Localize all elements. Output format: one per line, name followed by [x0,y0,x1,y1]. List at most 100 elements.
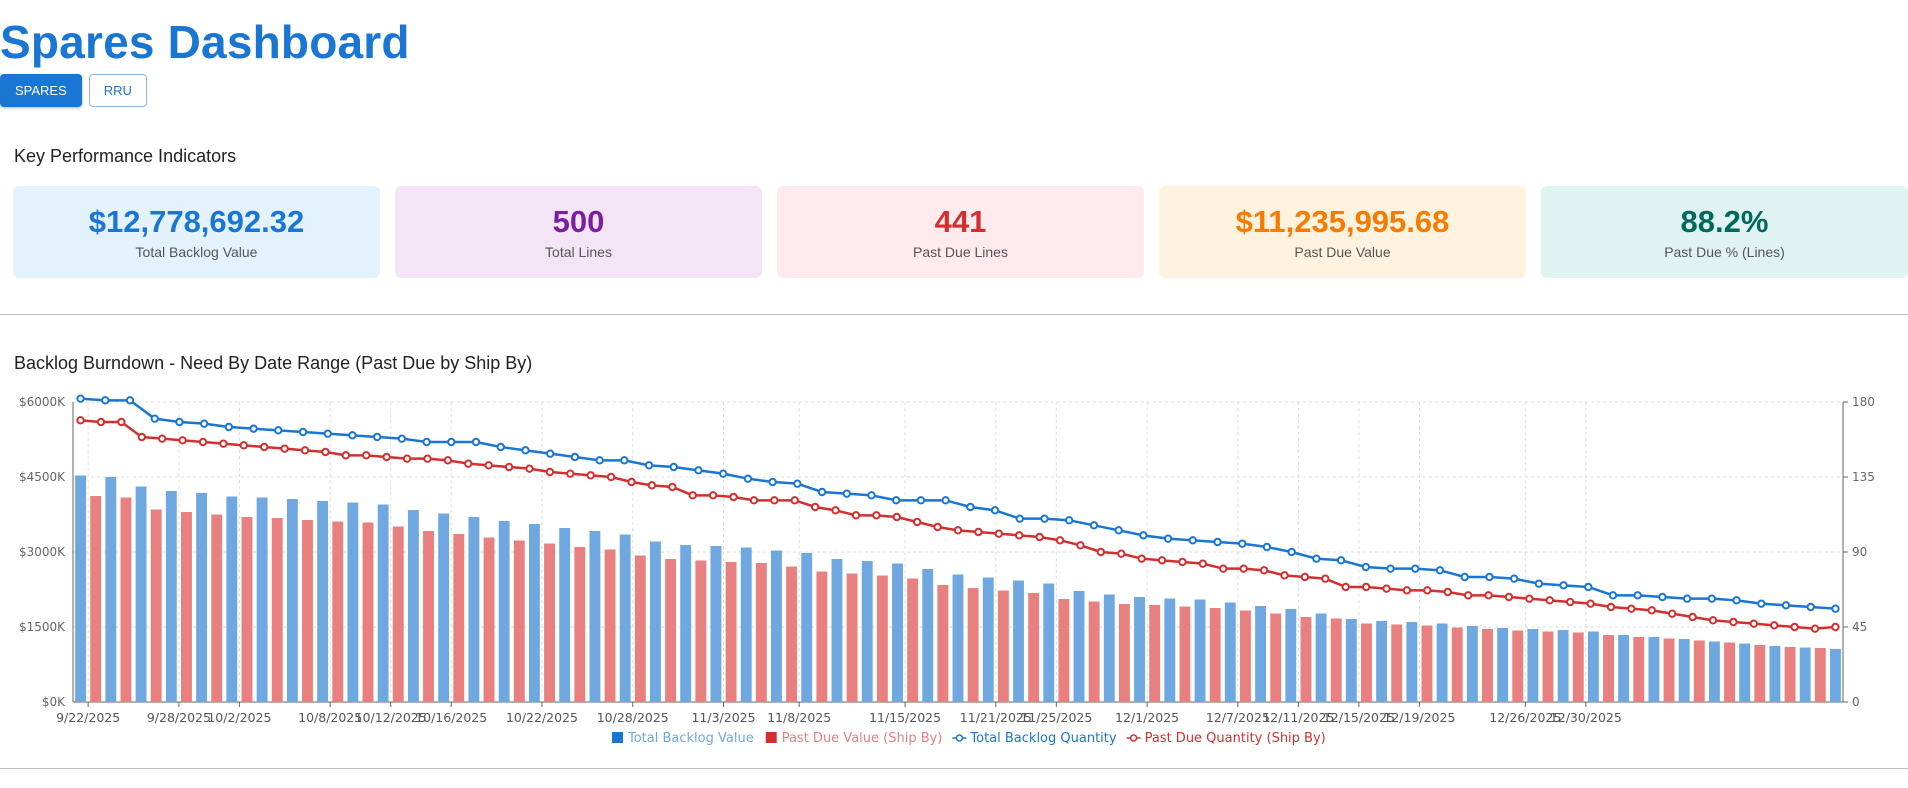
bar-total-backlog-value [1134,597,1145,702]
line-point [708,491,718,500]
bar-past-due-value [967,588,979,702]
bar-total-backlog-value [1103,594,1115,702]
x-tick-label: 10/8/2025 [298,710,362,725]
bar-past-due-value [1270,613,1282,702]
line-point [994,529,1004,538]
legend-swatch [612,732,623,743]
kpi-label: Past Due Lines [913,244,1008,260]
line-point [423,454,432,463]
dashboard-tabs: SPARES RRU [0,74,147,107]
bar-past-due-value [90,496,102,702]
line-point [1198,559,1208,568]
line-point [198,437,208,447]
section-divider-bottom [0,768,1908,769]
bar-total-backlog-value [1829,649,1841,702]
kpi-card-past-due-percent: 88.2% Past Due % (Lines) [1541,186,1908,278]
bar-total-backlog-value [861,561,873,702]
line-point [1707,594,1717,603]
line-point [76,416,85,425]
kpi-value: 500 [552,204,605,239]
x-tick-label: 10/12/2025 [355,710,427,725]
line-point [668,482,677,492]
x-tick-label: 11/15/2025 [869,710,941,725]
bar-total-backlog-value [1587,631,1599,702]
line-point [1287,547,1296,557]
line-point [688,491,697,500]
line-point [447,437,456,447]
page-title: Spares Dashboard [0,16,410,68]
bar-past-due-value [907,578,919,702]
bar-total-backlog-value [1436,623,1448,702]
section-divider [0,314,1908,315]
bar-total-backlog-value [196,493,208,702]
line-point [892,512,901,522]
line-point [1040,514,1049,523]
bar-total-backlog-value [1678,639,1690,702]
line-point [1688,612,1697,622]
bar-total-backlog-value [1194,599,1206,702]
line-point [647,481,657,490]
bar-past-due-value [755,563,767,702]
bar-past-due-value [150,509,162,702]
line-point [422,437,431,447]
line-point [1259,566,1269,575]
line-point [199,419,209,428]
bar-total-backlog-value [1557,630,1569,702]
bar-total-backlog-value [317,501,329,702]
line-point [1606,602,1616,612]
line-point [644,461,654,470]
bar-total-backlog-value [1345,619,1357,702]
bar-total-backlog-value [377,504,389,702]
line-point [280,444,289,453]
line-point [1831,622,1840,632]
line-point [1584,582,1593,592]
line-point [729,492,738,502]
kpi-value: 88.2% [1680,204,1769,239]
y-left-tick-label: $0K [42,695,66,709]
line-point [1810,624,1820,633]
bar-past-due-value [816,571,828,702]
line-point [382,452,391,462]
line-point [1341,582,1350,592]
bar-past-due-value [604,549,616,702]
line-point [341,451,351,460]
line-point [1509,574,1519,583]
legend-swatch [955,734,964,742]
line-point [595,456,604,465]
bar-past-due-value [181,512,192,702]
legend-swatch [1129,734,1138,742]
tab-spares[interactable]: SPARES [0,74,82,107]
bar-total-backlog-value [589,531,601,702]
bar-past-due-value [937,585,949,702]
line-point [1262,542,1272,552]
kpi-value: 441 [934,204,987,239]
bar-past-due-value [786,566,798,702]
bar-total-backlog-value [1164,598,1176,702]
line-point [586,471,595,480]
line-point [810,502,820,512]
tab-rru[interactable]: RRU [88,74,147,107]
line-point [471,437,481,447]
bar-past-due-value [1330,618,1342,702]
line-point [990,506,1000,515]
line-point [1219,564,1228,573]
x-tick-label: 10/16/2025 [415,710,487,725]
line-point [770,496,779,505]
bar-past-due-value [1149,605,1161,702]
bar-total-backlog-value [135,486,147,702]
line-point [1117,549,1126,558]
line-point [397,434,407,443]
line-point [1647,606,1656,615]
line-point [1137,554,1146,563]
line-point [892,496,901,505]
bar-past-due-value [695,560,707,702]
bar-total-backlog-value [256,497,268,702]
line-point [239,441,249,450]
x-tick-label: 12/30/2025 [1550,710,1622,725]
y-left-tick-label: $3000K [19,545,66,559]
bar-past-due-value [1754,645,1766,702]
bar-total-backlog-value [438,513,450,702]
bar-total-backlog-value [1013,580,1024,702]
bar-past-due-value [1724,642,1735,702]
bar-total-backlog-value [559,528,571,702]
